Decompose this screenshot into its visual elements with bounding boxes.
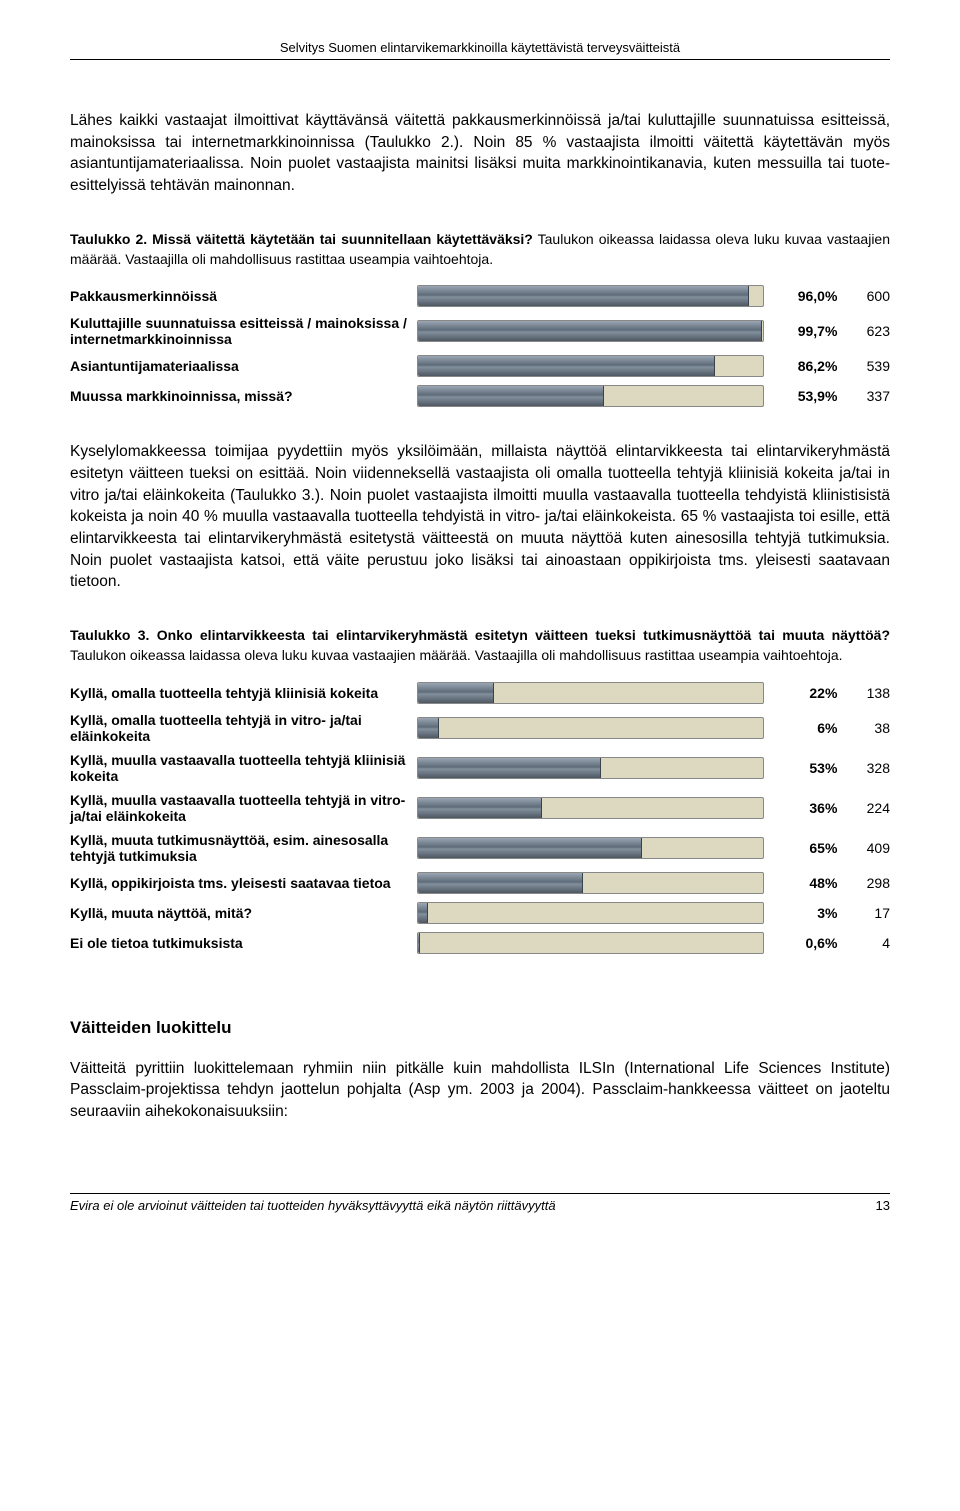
chart-count: 4	[837, 928, 890, 958]
chart-bar-cell	[417, 898, 764, 928]
chart-row: Kyllä, omalla tuotteella tehtyjä kliinis…	[70, 678, 890, 708]
chart-count: 409	[837, 828, 890, 868]
chart-count: 138	[837, 678, 890, 708]
table-3-block: Taulukko 3. Onko elintarvikkeesta tai el…	[70, 625, 890, 958]
chart-bar-cell	[417, 678, 764, 708]
page-header: Selvitys Suomen elintarvikemarkkinoilla …	[70, 40, 890, 60]
chart-bar-cell	[417, 868, 764, 898]
table-3-caption-bold: Taulukko 3. Onko elintarvikkeesta tai el…	[70, 627, 890, 643]
footer-text: Evira ei ole arvioinut väitteiden tai tu…	[70, 1198, 556, 1213]
chart-bar-cell	[417, 381, 764, 411]
table-2-chart: Pakkausmerkinnöissä 96,0%600 Kuluttajille …	[70, 281, 890, 411]
chart-row: Kyllä, muuta tutkimusnäyttöä, esim. aine…	[70, 828, 890, 868]
table-3-caption-rest: Taulukon oikeassa laidassa oleva luku ku…	[70, 647, 843, 663]
chart-count: 298	[837, 868, 890, 898]
chart-bar-cell	[417, 281, 764, 311]
chart-count: 539	[837, 351, 890, 381]
table-2-block: Taulukko 2. Missä väitettä käytetään tai…	[70, 229, 890, 412]
chart-row-label: Kyllä, muulla vastaavalla tuotteella teh…	[70, 748, 417, 788]
page-number: 13	[876, 1198, 890, 1213]
chart-count: 337	[837, 381, 890, 411]
chart-row: Kyllä, muulla vastaavalla tuotteella teh…	[70, 788, 890, 828]
chart-row-label: Kyllä, omalla tuotteella tehtyjä in vitr…	[70, 708, 417, 748]
chart-row-label: Ei ole tietoa tutkimuksista	[70, 928, 417, 958]
chart-row-label: Muussa markkinoinnissa, missä?	[70, 381, 417, 411]
chart-percent: 53,9%	[764, 381, 838, 411]
chart-bar-cell	[417, 928, 764, 958]
chart-percent: 86,2%	[764, 351, 838, 381]
paragraph-3: Väitteitä pyrittiin luokittelemaan ryhmi…	[70, 1058, 890, 1123]
paragraph-1: Lähes kaikki vastaajat ilmoittivat käytt…	[70, 110, 890, 197]
chart-bar-cell	[417, 748, 764, 788]
chart-row-label: Kyllä, muuta tutkimusnäyttöä, esim. aine…	[70, 828, 417, 868]
chart-percent: 48%	[764, 868, 838, 898]
chart-bar-cell	[417, 788, 764, 828]
chart-percent: 22%	[764, 678, 838, 708]
table-3-caption: Taulukko 3. Onko elintarvikkeesta tai el…	[70, 625, 890, 666]
chart-row: Muussa markkinoinnissa, missä? 53,9%337	[70, 381, 890, 411]
chart-row-label: Kyllä, muulla vastaavalla tuotteella teh…	[70, 788, 417, 828]
chart-row-label: Kyllä, muuta näyttöä, mitä?	[70, 898, 417, 928]
chart-row-label: Pakkausmerkinnöissä	[70, 281, 417, 311]
page-footer: Evira ei ole arvioinut väitteiden tai tu…	[70, 1193, 890, 1213]
chart-count: 623	[837, 311, 890, 351]
chart-row: Ei ole tietoa tutkimuksista 0,6%4	[70, 928, 890, 958]
chart-percent: 6%	[764, 708, 838, 748]
chart-bar-cell	[417, 351, 764, 381]
chart-bar-cell	[417, 708, 764, 748]
chart-row-label: Kyllä, omalla tuotteella tehtyjä kliinis…	[70, 678, 417, 708]
chart-row: Kyllä, omalla tuotteella tehtyjä in vitr…	[70, 708, 890, 748]
chart-count: 600	[837, 281, 890, 311]
chart-bar-cell	[417, 311, 764, 351]
chart-row-label: Kyllä, oppikirjoista tms. yleisesti saat…	[70, 868, 417, 898]
chart-percent: 96,0%	[764, 281, 838, 311]
chart-row: Kyllä, oppikirjoista tms. yleisesti saat…	[70, 868, 890, 898]
chart-row: Pakkausmerkinnöissä 96,0%600	[70, 281, 890, 311]
chart-bar-cell	[417, 828, 764, 868]
chart-row: Asiantuntijamateriaalissa 86,2%539	[70, 351, 890, 381]
chart-count: 17	[837, 898, 890, 928]
chart-row: Kyllä, muulla vastaavalla tuotteella teh…	[70, 748, 890, 788]
chart-row-label: Kuluttajille suunnatuissa esitteissä / m…	[70, 311, 417, 351]
chart-row-label: Asiantuntijamateriaalissa	[70, 351, 417, 381]
table-2-caption-bold: Taulukko 2. Missä väitettä käytetään tai…	[70, 231, 533, 247]
table-2-caption: Taulukko 2. Missä väitettä käytetään tai…	[70, 229, 890, 270]
chart-percent: 65%	[764, 828, 838, 868]
chart-row: Kyllä, muuta näyttöä, mitä? 3%17	[70, 898, 890, 928]
chart-percent: 36%	[764, 788, 838, 828]
chart-count: 224	[837, 788, 890, 828]
chart-count: 38	[837, 708, 890, 748]
chart-percent: 3%	[764, 898, 838, 928]
chart-percent: 53%	[764, 748, 838, 788]
chart-row: Kuluttajille suunnatuissa esitteissä / m…	[70, 311, 890, 351]
paragraph-2: Kyselylomakkeessa toimijaa pyydettiin my…	[70, 441, 890, 593]
chart-percent: 0,6%	[764, 928, 838, 958]
table-3-chart: Kyllä, omalla tuotteella tehtyjä kliinis…	[70, 678, 890, 958]
chart-percent: 99,7%	[764, 311, 838, 351]
chart-count: 328	[837, 748, 890, 788]
section-heading-classification: Väitteiden luokittelu	[70, 1018, 890, 1038]
